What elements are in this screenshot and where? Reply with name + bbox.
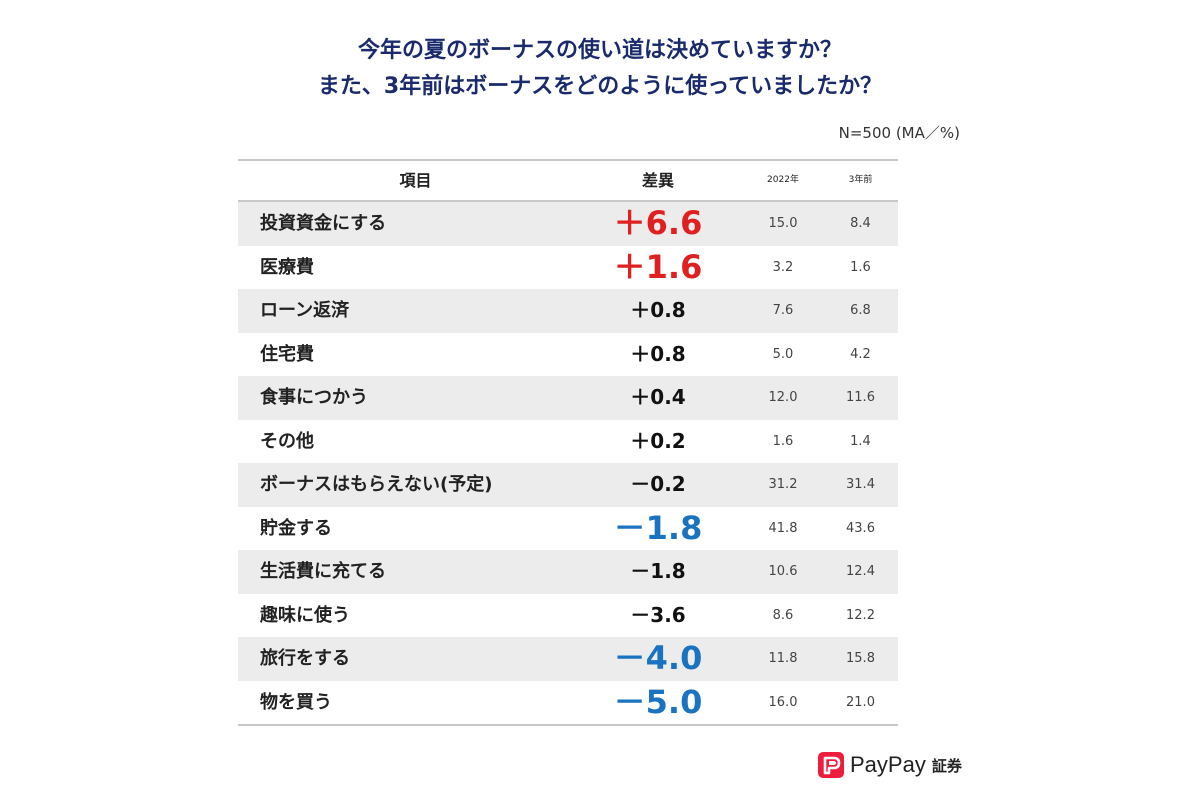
row-2022-value: 8.6	[772, 607, 794, 623]
table-body: 投資資金にする ＋6.6 15.0 8.4 医療費 ＋1.6 3.2 1.6 ローン返済 ＋0.8…	[238, 202, 898, 724]
row-diff-value: ＋0.4	[630, 385, 686, 409]
row-diff-value: －1.8	[630, 559, 686, 583]
chart-title: 今年の夏のボーナスの使い道は決めていますか？ また、3年前はボーナスをどのように…	[0, 33, 1200, 105]
row-item-label: 住宅費	[260, 343, 314, 365]
logo-sub: 証券	[931, 756, 962, 775]
row-3-years-ago-value: 12.2	[846, 607, 875, 623]
row-3-years-ago-value: 31.4	[846, 477, 875, 492]
row-diff-value: ＋0.8	[630, 298, 686, 322]
row-2022-value: 16.0	[768, 694, 798, 710]
row-item-label: 旅行をする	[260, 648, 350, 669]
row-3-years-ago-value: 21.0	[846, 694, 875, 710]
row-2022-value: 15.0	[768, 216, 798, 231]
table-row: 住宅費 ＋0.8 5.0 4.2	[238, 333, 898, 377]
row-item-label: ローン返済	[260, 300, 350, 321]
paypay-logo-icon	[818, 752, 844, 778]
row-item-label: ボーナスはもらえない(予定)	[260, 474, 493, 495]
row-3-years-ago-value: 11.6	[846, 390, 875, 405]
header-2022: 2022年	[767, 175, 799, 185]
paypay-logo: PayPay 証券	[818, 751, 962, 779]
row-2022-value: 5.0	[772, 346, 794, 362]
row-2022-value: 1.6	[772, 433, 794, 449]
row-diff-value: －1.8	[613, 508, 703, 547]
row-3-years-ago-value: 15.8	[846, 651, 875, 666]
row-item-label: 医療費	[260, 256, 314, 278]
row-3-years-ago-value: 8.4	[850, 216, 871, 231]
row-diff-value: －5.0	[613, 682, 703, 721]
logo-text: PayPay	[850, 752, 926, 777]
table-row: 趣味に使う －3.6 8.6 12.2	[238, 594, 898, 638]
row-item-label: 食事につかう	[260, 387, 368, 408]
table-header: 項目 差異 2022年 3年前	[238, 159, 898, 202]
table-bottom-rule	[238, 724, 898, 726]
row-diff-value: －4.0	[613, 639, 703, 677]
table-row: 物を買う －5.0 16.0 21.0	[238, 681, 898, 725]
row-2022-value: 41.8	[768, 520, 798, 536]
data-table: 項目 差異 2022年 3年前 投資資金にする ＋6.6 15.0 8.4 医療費 ＋1.…	[238, 159, 898, 726]
row-3-years-ago-value: 4.2	[850, 346, 871, 362]
row-diff-value: －0.2	[630, 472, 686, 496]
title-line-1: 今年の夏のボーナスの使い道は決めていますか？	[357, 38, 842, 63]
row-2022-value: 11.8	[768, 651, 798, 666]
row-diff-value: ＋6.6	[613, 204, 703, 242]
row-item-label: 趣味に使う	[260, 604, 350, 626]
row-diff-value: ＋0.2	[630, 428, 686, 453]
title-line-2: また、3年前はボーナスをどのように使っていましたか？	[317, 74, 883, 99]
row-2022-value: 7.6	[772, 303, 794, 318]
table-row: 食事につかう ＋0.4 12.0 11.6	[238, 376, 898, 420]
row-3-years-ago-value: 12.4	[846, 564, 875, 579]
table-row: 医療費 ＋1.6 3.2 1.6	[238, 246, 898, 290]
header-diff: 差異	[641, 171, 674, 190]
row-2022-value: 3.2	[772, 259, 794, 275]
table-row: ローン返済 ＋0.8 7.6 6.8	[238, 289, 898, 333]
table-row: 投資資金にする ＋6.6 15.0 8.4	[238, 202, 898, 246]
header-item: 項目	[399, 171, 432, 190]
row-diff-value: ＋0.8	[630, 341, 686, 366]
table-row: 旅行をする －4.0 11.8 15.8	[238, 637, 898, 681]
row-diff-value: ＋1.6	[613, 247, 703, 286]
table-row: 貯金する －1.8 41.8 43.6	[238, 507, 898, 551]
row-item-label: その他	[260, 430, 314, 452]
row-2022-value: 12.0	[768, 390, 798, 405]
row-3-years-ago-value: 1.4	[850, 433, 871, 449]
row-2022-value: 31.2	[768, 477, 798, 492]
row-3-years-ago-value: 43.6	[846, 520, 875, 536]
table-row: その他 ＋0.2 1.6 1.4	[238, 420, 898, 464]
row-diff-value: －3.6	[630, 602, 686, 627]
sample-note: N=500 (MA／%)	[838, 124, 960, 142]
table-row: 生活費に充てる －1.8 10.6 12.4	[238, 550, 898, 594]
row-item-label: 貯金する	[260, 517, 332, 539]
row-3-years-ago-value: 1.6	[850, 259, 871, 275]
row-item-label: 物を買う	[260, 691, 332, 713]
row-item-label: 生活費に充てる	[260, 561, 386, 582]
row-3-years-ago-value: 6.8	[850, 303, 871, 318]
row-item-label: 投資資金にする	[260, 213, 387, 234]
row-2022-value: 10.6	[768, 564, 798, 579]
header-3-years-ago: 3年前	[848, 175, 873, 185]
table-row: ボーナスはもらえない(予定) －0.2 31.2 31.4	[238, 463, 898, 507]
